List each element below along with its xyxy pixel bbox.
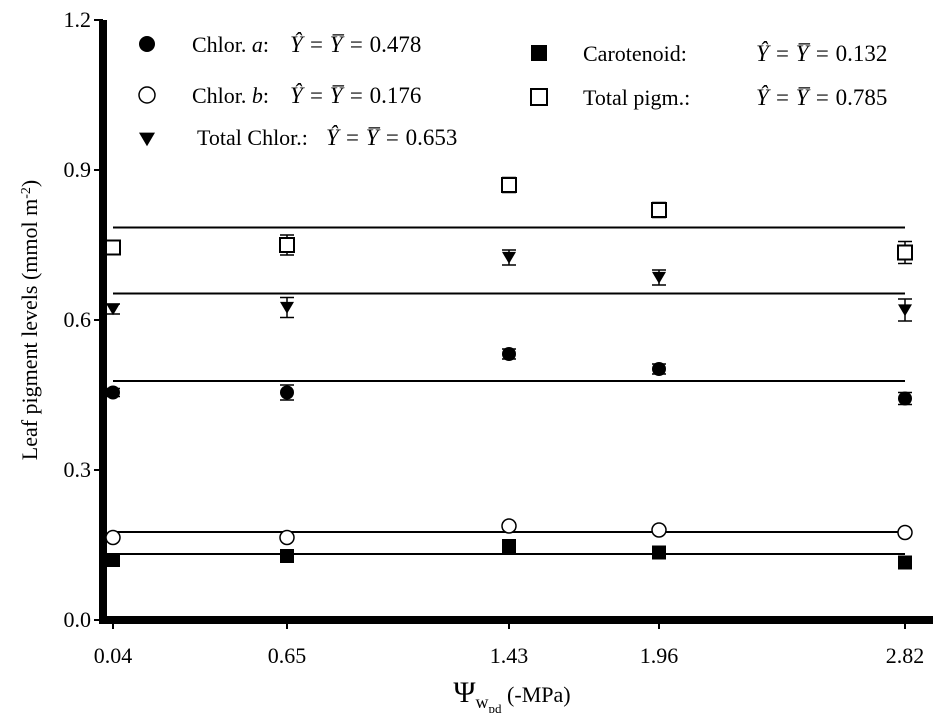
data-point: [106, 385, 120, 400]
data-point: [898, 391, 912, 406]
y-tick-label: 0.6: [64, 307, 92, 332]
data-point: [139, 36, 155, 52]
data-point: [530, 88, 548, 106]
data-point: [502, 251, 516, 264]
data-point: [652, 271, 666, 284]
legend-equation: Ŷ = Y̅ = 0.132: [756, 41, 887, 66]
x-tick-label: 2.82: [886, 643, 925, 668]
data-point: [652, 362, 666, 376]
data-point: [898, 555, 912, 570]
axis-titles: Leaf pigment levels (mmol m-2) Ψwpd (-MPa…: [17, 180, 571, 713]
y-tick-label: 0.0: [64, 607, 92, 632]
legend: Chlor. a: Ŷ = Y̅ = 0.478 Chlor. b: Ŷ = Y̅ =…: [138, 32, 887, 150]
data-point: [280, 385, 294, 400]
x-tick-label: 0.65: [268, 643, 307, 668]
x-axis-title: Ψwpd (-MPa): [453, 676, 570, 713]
data-point: [280, 301, 294, 314]
data-point: [502, 347, 516, 361]
data-point: [279, 529, 295, 546]
data-point: [651, 522, 667, 538]
data-point: [106, 553, 120, 567]
data-point: [897, 524, 913, 541]
legend-equation: Ŷ = Y̅ = 0.785: [756, 85, 887, 110]
x-tick-label: 1.96: [640, 643, 679, 668]
tick-labels: 0.0 0.3 0.6 0.9 1.2 0.04 0.65 1.43 1.96 2.82: [64, 7, 925, 668]
y-tick-label: 0.3: [64, 457, 92, 482]
data-point: [105, 529, 121, 546]
data-point: [501, 177, 517, 193]
y-tick-label: 1.2: [64, 7, 92, 32]
data-point: [501, 518, 517, 534]
legend-label: Chlor. a:: [192, 32, 269, 57]
legend-label: Carotenoid:: [583, 41, 687, 66]
data-point: [898, 304, 912, 317]
x-tick-label: 1.43: [490, 643, 529, 668]
y-tick-label: 0.9: [64, 157, 92, 182]
data-point: [106, 303, 120, 316]
legend-equation: Ŷ = Y̅ = 0.653: [326, 125, 457, 150]
legend-label: Total Chlor.:: [197, 125, 308, 150]
data-point: [279, 237, 295, 253]
data-point: [280, 549, 294, 563]
data-point: [502, 539, 516, 553]
data-point: [105, 239, 121, 256]
legend-label: Total pigm.:: [583, 85, 690, 110]
data-point: [651, 202, 667, 218]
legend-label: Chlor. b:: [192, 83, 269, 108]
fit-lines: [113, 226, 905, 555]
data-point: [138, 86, 156, 104]
legend-equation: Ŷ = Y̅ = 0.176: [290, 83, 421, 108]
data-point: [139, 132, 155, 147]
data-point: [531, 45, 547, 61]
data-point: [897, 244, 913, 261]
y-axis-title: Leaf pigment levels (mmol m-2): [17, 180, 42, 461]
data-point: [652, 545, 666, 560]
data-points: [105, 176, 913, 570]
legend-equation: Ŷ = Y̅ = 0.478: [290, 32, 421, 57]
x-tick-label: 0.04: [94, 643, 133, 668]
